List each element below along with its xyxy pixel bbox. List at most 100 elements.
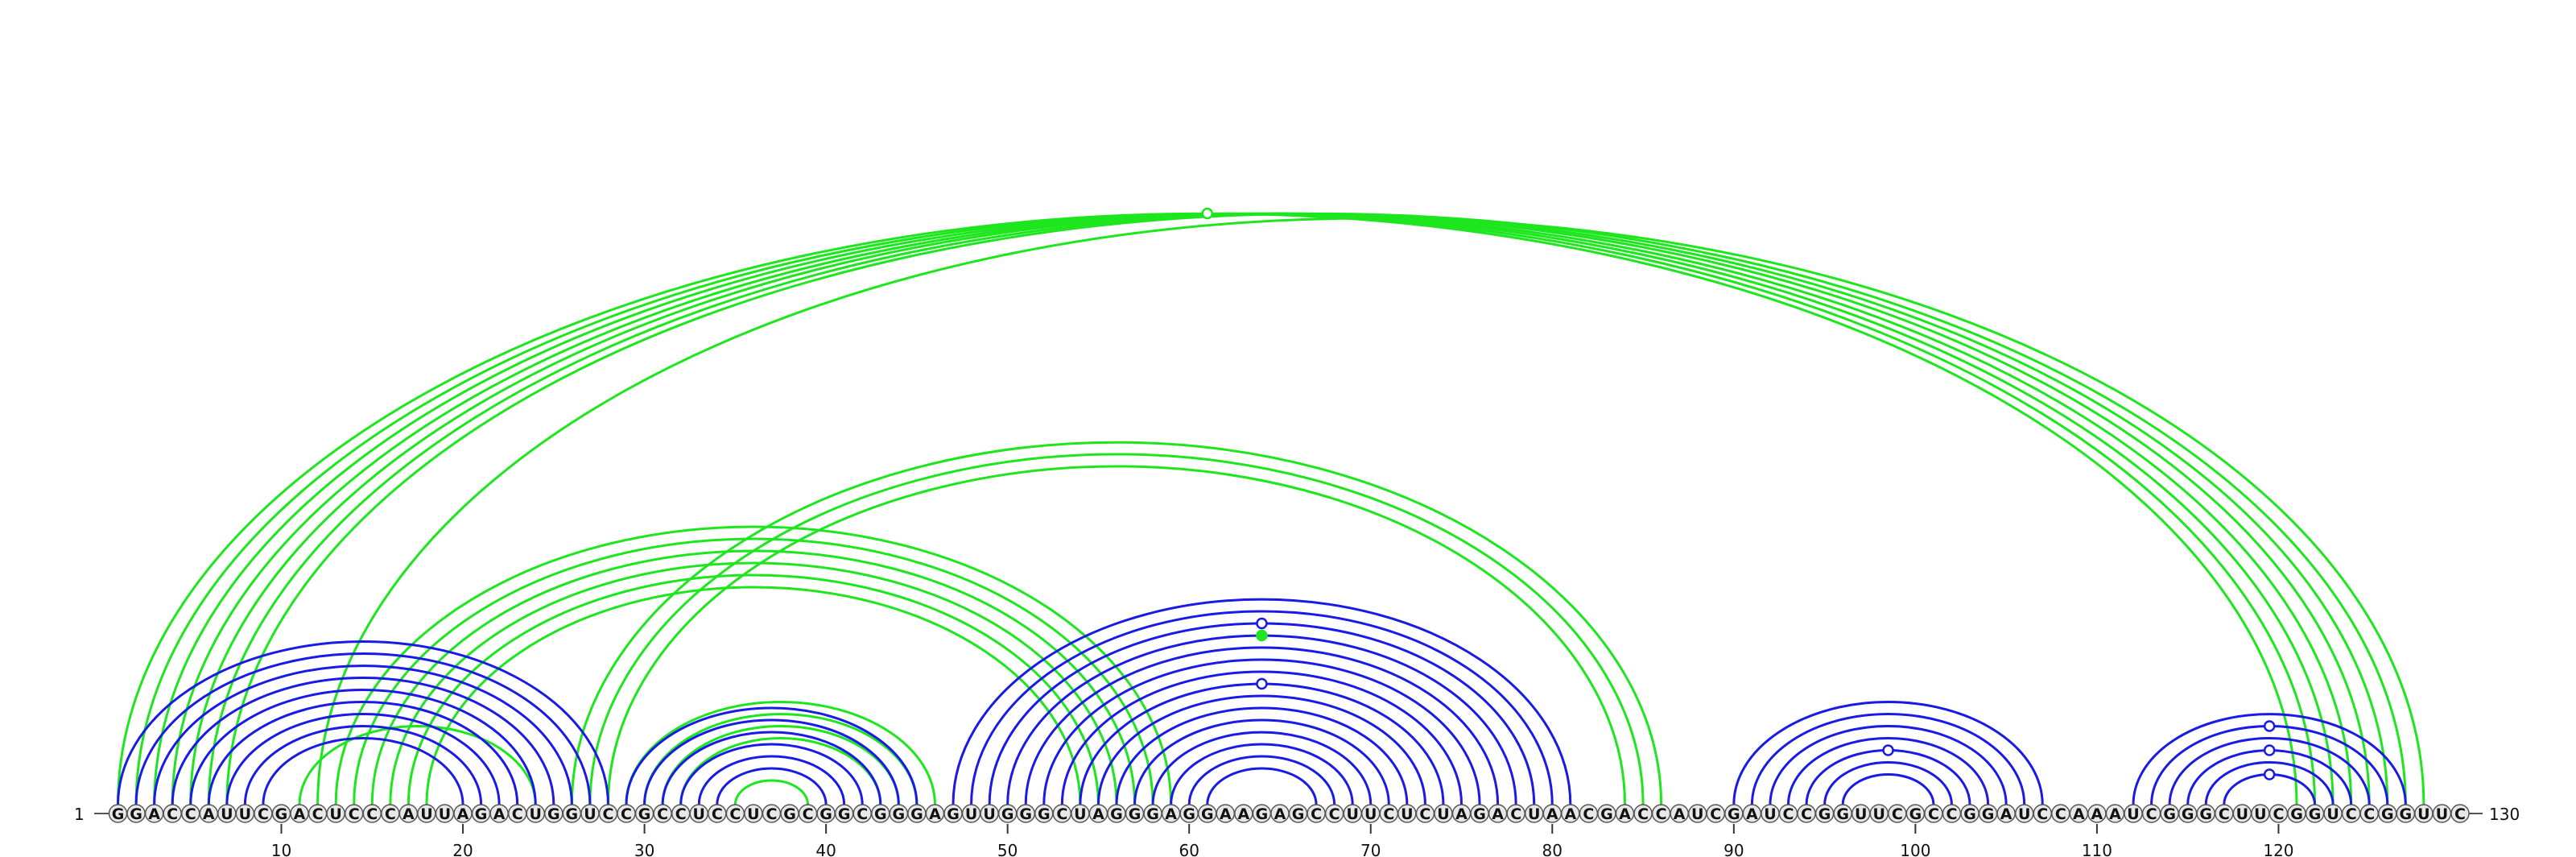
base-letter-65: A: [1274, 805, 1286, 823]
green-arc-3-123: [155, 213, 2334, 805]
base-letter-41: G: [838, 805, 851, 823]
base-letter-51: G: [1019, 805, 1032, 823]
green-arc-17-55: [407, 573, 1100, 805]
base-letter-60: G: [1183, 805, 1195, 823]
base-letter-67: C: [1311, 805, 1322, 823]
base-letter-86: C: [1656, 805, 1667, 823]
blue-arc-1-28: [117, 640, 609, 805]
base-letter-37: C: [766, 805, 777, 823]
base-letter-71: C: [1383, 805, 1394, 823]
base-letter-77: A: [1492, 805, 1504, 823]
blue-arc-2-27: [134, 652, 592, 805]
base-letter-8: U: [239, 805, 251, 823]
base-letter-39: C: [803, 805, 814, 823]
blue-arc-marker-117-122: [2263, 768, 2276, 780]
base-letter-42: C: [857, 805, 868, 823]
base-letter-25: G: [547, 805, 560, 823]
green-arc-marker-50-78: [1256, 629, 1268, 642]
base-letter-19: U: [439, 805, 451, 823]
base-letter-94: C: [1801, 805, 1812, 823]
blue-arc-93-104: [1786, 736, 1990, 805]
end-label: 130: [2489, 805, 2520, 824]
base-letter-35: C: [729, 805, 741, 823]
base-letter-119: U: [2254, 805, 2266, 823]
tick-label-90: 90: [1724, 841, 1744, 857]
base-letter-24: U: [530, 805, 542, 823]
green-arc-6-126: [208, 213, 2388, 805]
green-arc-16-56: [389, 562, 1118, 805]
base-letter-126: G: [2381, 805, 2394, 823]
green-arc-29-46: [625, 701, 936, 805]
base-letter-121: G: [2290, 805, 2303, 823]
base-letter-20: A: [457, 805, 469, 823]
base-letter-84: A: [1619, 805, 1631, 823]
base-letter-11: A: [294, 805, 306, 823]
tick-label-20: 20: [452, 841, 473, 857]
base-letter-1: G: [112, 805, 125, 823]
base-letter-50: G: [1001, 805, 1014, 823]
green-arc-11-24: [298, 725, 537, 805]
blue-arc-30-44: [643, 719, 900, 805]
blue-arc-marker-49-79: [1256, 617, 1268, 630]
base-letter-116: G: [2199, 805, 2212, 823]
base-letter-106: U: [2018, 805, 2030, 823]
base-letter-7: U: [221, 805, 233, 823]
blue-arc-33-41: [697, 755, 846, 805]
green-arc-5-125: [191, 213, 2370, 805]
blue-arc-32-42: [679, 743, 864, 805]
base-letter-98: U: [1873, 805, 1885, 823]
blue-arc-marker-94-103: [1882, 744, 1894, 756]
base-letter-58: G: [1146, 805, 1159, 823]
base-letter-76: G: [1473, 805, 1486, 823]
blue-arc-94-103: [1805, 749, 1971, 805]
blue-arc-61-67: [1206, 767, 1318, 805]
base-letter-112: U: [2127, 805, 2139, 823]
arc-markers: [1201, 207, 2276, 780]
blue-arc-116-123: [2204, 761, 2334, 805]
base-letter-74: U: [1437, 805, 1449, 823]
blue-arc-58-70: [1151, 731, 1373, 805]
base-letter-40: G: [819, 805, 832, 823]
base-letter-72: U: [1401, 805, 1413, 823]
base-letter-70: U: [1364, 805, 1377, 823]
blue-arc-52-76: [1042, 658, 1481, 805]
blue-arc-60-68: [1187, 755, 1336, 805]
base-letter-46: A: [929, 805, 941, 823]
base-letter-64: G: [1256, 805, 1269, 823]
base-letter-102: C: [1946, 805, 1958, 823]
base-letter-45: G: [910, 805, 923, 823]
base-letter-90: G: [1728, 805, 1740, 823]
tick-label-80: 80: [1542, 841, 1563, 857]
blue-arc-34-40: [716, 767, 828, 805]
base-letter-97: U: [1855, 805, 1867, 823]
blue-arc-6-23: [207, 701, 519, 805]
base-letter-31: C: [657, 805, 668, 823]
base-letter-89: C: [1710, 805, 1721, 823]
base-letter-9: C: [258, 805, 269, 823]
base-letter-2: G: [130, 805, 142, 823]
base-letter-69: U: [1346, 805, 1358, 823]
base-letter-17: A: [402, 805, 415, 823]
tick-label-60: 60: [1179, 841, 1199, 857]
base-letter-48: U: [965, 805, 977, 823]
blue-arc-31-43: [661, 731, 882, 805]
base-letter-124: C: [2346, 805, 2357, 823]
blue-arcs: [117, 598, 2407, 805]
blue-arc-51-77: [1024, 646, 1500, 805]
blue-arc-91-106: [1750, 712, 2026, 805]
base-letter-33: U: [693, 805, 705, 823]
tick-label-100: 100: [1900, 841, 1930, 857]
base-letter-22: A: [493, 805, 506, 823]
base-letter-108: C: [2055, 805, 2066, 823]
base-letter-27: U: [584, 805, 596, 823]
base-letter-13: U: [329, 805, 341, 823]
base-letter-79: U: [1528, 805, 1540, 823]
base-letter-107: C: [2037, 805, 2048, 823]
base-letter-10: G: [275, 805, 288, 823]
blue-arc-90-107: [1732, 701, 2044, 805]
base-letter-18: U: [420, 805, 432, 823]
base-letter-61: G: [1201, 805, 1214, 823]
base-letter-128: U: [2417, 805, 2429, 823]
